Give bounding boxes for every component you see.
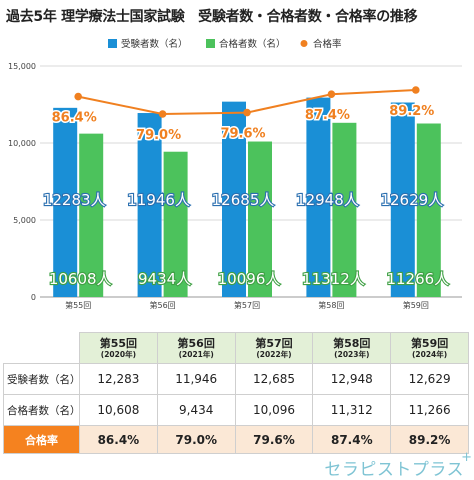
x-tick-label: 第55回 — [65, 300, 91, 310]
table-cell: 12,948 — [312, 363, 392, 395]
table-cell: 11,312 — [312, 394, 392, 426]
x-tick-label: 第57回 — [234, 300, 260, 310]
rate-point — [412, 86, 420, 94]
table-cell: 11,946 — [156, 363, 236, 395]
legend-label: 受験者数（名） — [121, 38, 188, 50]
header-title: 第59回 — [410, 336, 449, 350]
rate-label: 87.4% — [305, 108, 350, 123]
rate-label: 86.4% — [52, 111, 97, 126]
page-title: 過去5年 理学療法士国家試験 受験者数・合格者数・合格率の推移 — [6, 9, 418, 25]
y-tick-label: 15,000 — [8, 62, 36, 71]
table-cell: 10,608 — [79, 394, 158, 426]
table-cell: 86.4% — [79, 425, 158, 454]
bar-passers — [248, 141, 272, 297]
bar-label-applicants: 12948人 — [296, 191, 359, 209]
table-cell: 12,283 — [79, 363, 158, 395]
rate-labels: 86.4% 79.0% 79.6% 87.4% 89.2% — [50, 103, 436, 145]
bar-applicants — [306, 97, 331, 297]
table-cell: 87.4% — [312, 425, 392, 454]
bar-label-applicants: 11946人 — [127, 191, 190, 209]
x-axis: 第55回 第56回 第57回 第58回 第59回 — [65, 300, 429, 310]
header-year: (2023年) — [334, 349, 370, 359]
table-cell: 89.2% — [390, 425, 469, 454]
bar-passers — [416, 123, 441, 297]
chart-bars — [53, 97, 441, 297]
table-cell: 9,434 — [156, 394, 236, 426]
x-tick-label: 第56回 — [150, 300, 176, 310]
bar-label-applicants: 12685人 — [212, 191, 275, 209]
table-header-cell: 第56回 (2021年) — [156, 332, 236, 364]
rate-label: 79.0% — [136, 128, 181, 143]
bar-passers — [79, 133, 104, 297]
legend-label: 合格者数（名） — [219, 38, 286, 50]
bar-applicants — [53, 107, 78, 297]
row-label-passers: 合格者数（名） — [3, 394, 81, 426]
x-tick-label: 第59回 — [403, 300, 429, 310]
y-axis: 0 5,000 10,000 15,000 — [8, 62, 36, 302]
table-cell: 12,629 — [390, 363, 469, 395]
bar-labels: 12283人 10608人 11946人 9434人 12685人 10096人 12948… — [42, 190, 451, 289]
header-title: 第58回 — [333, 336, 371, 350]
header-title: 第57回 — [255, 336, 293, 350]
bar-applicants — [137, 113, 162, 297]
bar-label-passers: 9434人 — [138, 270, 191, 288]
table-row: 合格者数（名） 10,608 9,434 10,096 11,312 11,26… — [3, 394, 469, 426]
x-tick-label: 第58回 — [318, 300, 344, 310]
header-year: (2020年) — [100, 349, 137, 359]
bar-passers — [163, 151, 188, 297]
rate-point — [327, 90, 336, 99]
bar-applicants — [222, 101, 246, 297]
y-tick-label: 10,000 — [8, 139, 36, 148]
table-corner — [4, 333, 80, 364]
bar-label-applicants: 12283人 — [43, 191, 106, 209]
table-cell: 12,685 — [234, 363, 314, 395]
combo-chart: 受験者数（名） 合格者数（名） 合格率 0 5,000 10,000 15,000 第55… — [8, 38, 462, 310]
bar-label-applicants: 12629人 — [380, 191, 443, 209]
header-year: (2024年) — [411, 349, 448, 359]
table-header-cell: 第57回 (2022年) — [234, 332, 314, 364]
table-cell: 79.6% — [234, 425, 314, 454]
row-label-rate: 合格率 — [3, 425, 80, 454]
legend-swatch — [300, 40, 308, 47]
rate-label: 79.6% — [220, 127, 265, 142]
rate-point — [158, 110, 167, 118]
table-row: 受験者数（名） 12,283 11,946 12,685 12,948 12,6… — [3, 363, 469, 395]
table-header-cell: 第58回 (2023年) — [312, 332, 392, 364]
rate-line — [74, 86, 420, 118]
legend-swatch — [108, 39, 117, 48]
header-title: 第55回 — [99, 336, 138, 350]
brand-logo: セラピストプラス — [324, 460, 464, 480]
table-row-rate: 合格率 86.4% 79.0% 79.6% 87.4% 89.2% — [3, 425, 469, 454]
results-table: 第55回 (2020年) 第56回 (2021年) 第57回 (2022年) 第… — [3, 332, 469, 454]
table-header-cell: 第59回 (2024年) — [390, 332, 469, 364]
table-cell: 10,096 — [234, 394, 314, 426]
rate-point — [243, 108, 251, 117]
table-header-row: 第55回 (2020年) 第56回 (2021年) 第57回 (2022年) 第… — [4, 332, 469, 364]
rate-label: 89.2% — [389, 104, 434, 119]
header-year: (2022年) — [256, 349, 292, 359]
table-cell: 11,266 — [390, 394, 469, 426]
row-label-applicants: 受験者数（名） — [3, 363, 81, 395]
y-tick-label: 0 — [31, 293, 36, 302]
bar-label-passers: 10096人 — [218, 270, 281, 288]
bar-label-passers: 11312人 — [302, 270, 365, 288]
bar-passers — [332, 122, 357, 297]
bar-label-passers: 11266人 — [386, 270, 449, 288]
bar-applicants — [390, 102, 415, 297]
rate-point — [74, 92, 82, 101]
header-title: 第56回 — [177, 336, 215, 350]
legend-label: 合格率 — [313, 38, 342, 50]
y-tick-label: 5,000 — [13, 216, 36, 225]
header-year: (2021年) — [178, 349, 214, 359]
legend-swatch — [206, 39, 215, 48]
table-header-cell: 第55回 (2020年) — [79, 332, 158, 364]
chart-legend: 受験者数（名） 合格者数（名） 合格率 — [108, 38, 342, 50]
bar-label-passers: 10608人 — [49, 270, 112, 288]
table-cell: 79.0% — [156, 425, 236, 454]
brand-plus-mark: + — [461, 450, 472, 465]
